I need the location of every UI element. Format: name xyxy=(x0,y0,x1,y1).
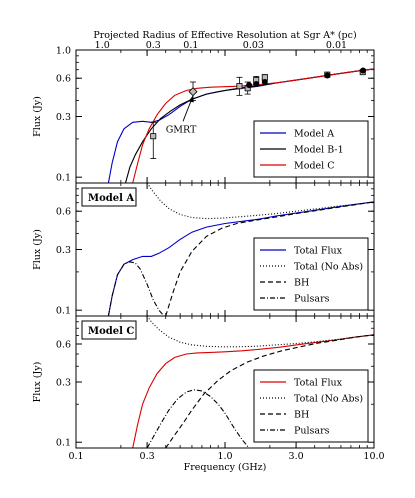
legend-label: Total Flux xyxy=(294,246,343,257)
top-axis-title: Projected Radius of Effective Resolution… xyxy=(93,30,356,41)
panel-label-box xyxy=(81,187,137,207)
legend-label: Model C xyxy=(294,161,334,172)
y-tick-label: 0.3 xyxy=(56,378,71,389)
x-tick-label: 0.3 xyxy=(140,451,155,462)
series-line-bh xyxy=(165,201,374,316)
series-line-total-no-abs- xyxy=(146,183,374,220)
y-tick-label: 0.1 xyxy=(56,438,71,449)
x-tick-label: 0.1 xyxy=(68,451,83,462)
legend-label: Total (No Abs) xyxy=(294,262,363,273)
data-point-square xyxy=(150,133,157,140)
annotation-arrow-line xyxy=(182,98,193,122)
legend-label: Total Flux xyxy=(294,378,343,389)
y-tick-label: 0.6 xyxy=(56,207,71,218)
y-tick-label: 0.3 xyxy=(56,245,71,256)
data-point-circle xyxy=(246,82,253,89)
x-tick-label: 1.0 xyxy=(217,451,232,462)
y-axis-label: Flux (Jy) xyxy=(32,96,43,137)
annotation-arrowhead xyxy=(188,95,194,103)
y-axis-label: Flux (Jy) xyxy=(32,362,43,403)
legend-label: Model A xyxy=(294,129,334,140)
y-tick-label: 0.1 xyxy=(56,173,71,184)
panel-frame xyxy=(75,315,375,449)
top-tick-label: 0.01 xyxy=(326,40,347,51)
y-axis-label: Flux (Jy) xyxy=(32,229,43,270)
panel-models: 1.0 0.6 0.3 0.1 GMRT Model A Model B-1 Model C F… xyxy=(32,46,375,184)
legend-label: Total (No Abs) xyxy=(294,394,363,405)
top-tick-label: 1.0 xyxy=(95,40,110,51)
data-point-circle xyxy=(360,67,367,74)
y-tick-label: 0.1 xyxy=(56,306,71,317)
legend-label: Pulsars xyxy=(294,426,330,437)
y-tick-label: 0.6 xyxy=(56,340,71,351)
series-line-pulsars xyxy=(107,261,165,316)
top-tick-label: 0.03 xyxy=(243,40,264,51)
data-point-circle xyxy=(253,81,260,88)
data-point-circle xyxy=(261,79,268,86)
legend-label: BH xyxy=(294,278,309,289)
x-tick-label: 10.0 xyxy=(363,451,384,462)
series-line-total-flux xyxy=(132,334,374,448)
legend-label: Pulsars xyxy=(294,294,330,305)
series-line-pulsars xyxy=(146,389,250,448)
panel-label-box xyxy=(81,320,137,340)
y-tick-label: 1.0 xyxy=(56,46,71,57)
series-line-bh xyxy=(165,334,374,448)
top-tick-label: 0.3 xyxy=(146,40,161,51)
panel-modelC: 0.6 0.3 0.1 Model C Total Flux Total (No Abs)… xyxy=(32,315,375,449)
x-tick-label: 3.0 xyxy=(289,451,304,462)
data-point-square xyxy=(236,83,243,90)
annotation-gmrt: GMRT xyxy=(166,124,197,135)
legend-label: BH xyxy=(294,410,309,421)
series-line-model-c xyxy=(132,68,374,183)
panel-modelA: 0.6 0.3 0.1 Model A Total Flux Total (No Abs)… xyxy=(32,182,375,317)
y-tick-label: 0.6 xyxy=(56,74,71,85)
panels-group: 1.0 0.6 0.3 0.1 GMRT Model A Model B-1 Model C F… xyxy=(32,40,385,462)
panel-label: Model A xyxy=(88,193,134,204)
y-tick-label: 0.3 xyxy=(56,112,71,123)
data-point-circle xyxy=(324,72,331,79)
x-axis-title: Frequency (GHz) xyxy=(184,462,267,473)
legend-label: Model B-1 xyxy=(294,145,344,156)
panel-label: Model C xyxy=(88,326,134,337)
top-tick-label: 0.1 xyxy=(183,40,198,51)
series-line-total-no-abs- xyxy=(146,316,374,348)
